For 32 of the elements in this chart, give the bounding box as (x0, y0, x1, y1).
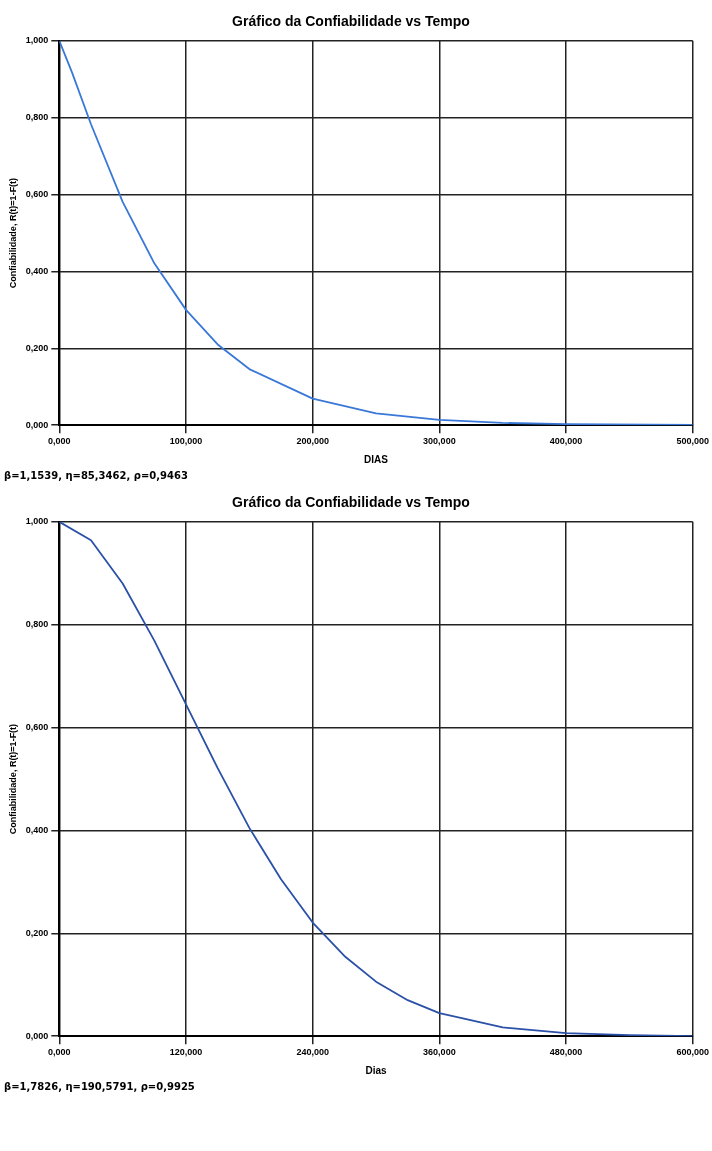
y-tick-label: 0,000 (25, 1030, 49, 1041)
x-tick-label: 120,000 (169, 1047, 203, 1058)
y-tick-label: 0,200 (25, 927, 49, 938)
y-tick-label: 0,800 (25, 112, 49, 123)
x-tick-label: 240,000 (296, 1047, 329, 1058)
x-tick-label: 600,000 (676, 1047, 710, 1058)
x-tick-label: 360,000 (423, 1047, 456, 1058)
text: β=1,7826, η=190,5791, ρ=0,9925 (4, 1081, 196, 1092)
x-axis-title: DIAS (364, 453, 389, 465)
x-tick-label: 400,000 (549, 436, 583, 447)
y-tick-label: 0,000 (25, 419, 49, 430)
x-tick-label: 100,000 (169, 436, 203, 447)
text: β=1,1539, η=85,3462, ρ=0,9463 (4, 470, 189, 481)
x-tick-label: 0,000 (48, 436, 71, 447)
y-tick-label: 0,600 (25, 189, 49, 200)
y-tick-label: 0,400 (25, 824, 49, 835)
y-tick-label: 0,600 (25, 722, 49, 733)
y-tick-label: 0,400 (25, 265, 49, 276)
y-tick-label: 0,200 (25, 342, 49, 353)
chart-title: Gráfico da Confiabilidade vs Tempo (232, 494, 470, 511)
x-tick-label: 300,000 (423, 436, 456, 447)
y-axis-title: Confiabilidade, R(t)=1-F(t) (7, 177, 18, 289)
chart-title: Gráfico da Confiabilidade vs Tempo (232, 13, 470, 30)
y-axis-title: Confiabilidade, R(t)=1-F(t) (7, 723, 18, 835)
x-tick-label: 480,000 (549, 1047, 583, 1058)
x-tick-label: 500,000 (676, 436, 710, 447)
x-tick-label: 0,000 (48, 1047, 71, 1058)
y-tick-label: 0,800 (25, 619, 49, 630)
x-axis-title: Dias (365, 1064, 388, 1076)
x-tick-label: 200,000 (296, 436, 329, 447)
y-tick-label: 1,000 (25, 516, 49, 527)
y-tick-label: 1,000 (25, 35, 49, 46)
